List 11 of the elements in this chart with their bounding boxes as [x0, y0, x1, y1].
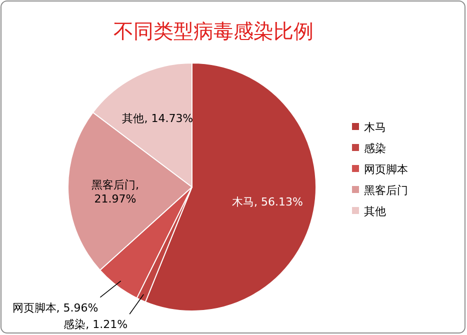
legend-label: 木马 [364, 121, 386, 134]
data-label: 网页脚本, 5.96% [12, 301, 98, 314]
data-label: 黑客后门, 21.97% [91, 178, 139, 206]
data-label: 其他, 14.73% [122, 112, 194, 126]
data-label: 感染, 1.21% [64, 318, 128, 332]
data-label: 木马, 56.13% [232, 196, 303, 209]
legend-label: 感染 [364, 142, 386, 155]
chart-title: 不同类型病毒感染比例 [114, 19, 314, 43]
legend-label: 黑客后门 [364, 184, 408, 197]
legend-label: 网页脚本 [364, 163, 408, 176]
legend-label: 其他 [364, 205, 386, 218]
